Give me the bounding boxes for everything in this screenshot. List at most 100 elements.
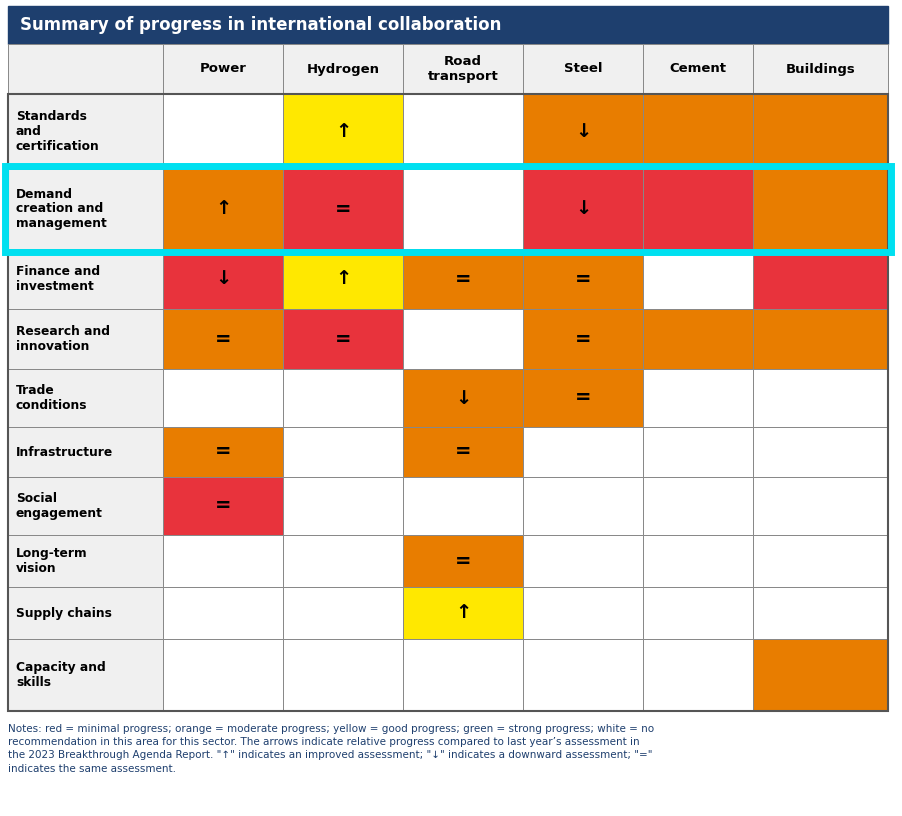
Bar xyxy=(283,169,403,249)
Bar xyxy=(163,427,283,477)
Bar xyxy=(643,249,753,309)
Bar xyxy=(523,477,643,535)
Text: =: = xyxy=(455,269,471,289)
Bar xyxy=(643,94,753,169)
Bar xyxy=(753,639,888,711)
Bar xyxy=(283,309,403,369)
Text: Summary of progress in international collaboration: Summary of progress in international col… xyxy=(20,16,502,34)
Bar xyxy=(8,587,163,639)
Text: Capacity and
skills: Capacity and skills xyxy=(16,661,106,689)
Text: =: = xyxy=(335,330,351,348)
Bar xyxy=(8,427,163,477)
Bar xyxy=(163,639,283,711)
Bar xyxy=(523,249,643,309)
Bar xyxy=(753,427,888,477)
Bar xyxy=(8,477,163,535)
Bar xyxy=(283,369,403,427)
Text: ↑: ↑ xyxy=(335,269,351,289)
Bar xyxy=(403,309,523,369)
Bar xyxy=(8,309,163,369)
Bar xyxy=(753,535,888,587)
Bar xyxy=(5,166,891,252)
Text: Steel: Steel xyxy=(564,63,603,76)
Bar xyxy=(8,249,163,309)
Bar xyxy=(753,44,888,94)
Bar xyxy=(403,369,523,427)
Bar xyxy=(163,587,283,639)
Bar xyxy=(753,369,888,427)
Text: =: = xyxy=(215,496,231,516)
Bar xyxy=(403,477,523,535)
Text: Power: Power xyxy=(199,63,246,76)
Text: =: = xyxy=(335,199,351,219)
Text: Finance and
investment: Finance and investment xyxy=(16,265,100,293)
Text: ↓: ↓ xyxy=(575,199,591,219)
Bar xyxy=(523,309,643,369)
Bar xyxy=(163,94,283,169)
Bar xyxy=(8,535,163,587)
Bar xyxy=(753,94,888,169)
Bar xyxy=(403,44,523,94)
Bar xyxy=(643,44,753,94)
Bar xyxy=(643,169,753,249)
Bar xyxy=(403,169,523,249)
Bar xyxy=(163,369,283,427)
Bar xyxy=(8,369,163,427)
Bar xyxy=(753,587,888,639)
Text: ↓: ↓ xyxy=(455,388,471,407)
Text: ↓: ↓ xyxy=(575,122,591,141)
Text: Supply chains: Supply chains xyxy=(16,606,112,619)
Bar xyxy=(643,535,753,587)
Bar xyxy=(283,44,403,94)
Bar xyxy=(403,535,523,587)
Bar xyxy=(643,587,753,639)
Bar xyxy=(643,369,753,427)
Bar xyxy=(163,477,283,535)
Bar xyxy=(753,309,888,369)
Bar xyxy=(283,587,403,639)
Text: Research and
innovation: Research and innovation xyxy=(16,325,110,353)
Text: Hydrogen: Hydrogen xyxy=(307,63,380,76)
Bar xyxy=(643,309,753,369)
Bar xyxy=(523,427,643,477)
Bar xyxy=(753,249,888,309)
Bar xyxy=(8,169,163,249)
Bar xyxy=(163,535,283,587)
Text: ↑: ↑ xyxy=(455,604,471,623)
Bar xyxy=(163,169,283,249)
Text: Cement: Cement xyxy=(669,63,726,76)
Text: ↓: ↓ xyxy=(215,269,231,289)
Text: Trade
conditions: Trade conditions xyxy=(16,384,87,412)
Bar xyxy=(8,44,163,94)
Text: =: = xyxy=(575,330,591,348)
Bar xyxy=(523,587,643,639)
Bar xyxy=(283,427,403,477)
Text: =: = xyxy=(575,269,591,289)
Bar xyxy=(753,477,888,535)
Text: =: = xyxy=(215,330,231,348)
Text: Buildings: Buildings xyxy=(786,63,855,76)
Bar xyxy=(403,427,523,477)
Bar xyxy=(643,477,753,535)
Bar xyxy=(643,639,753,711)
Bar xyxy=(403,587,523,639)
Bar xyxy=(8,94,163,169)
Text: Long-term
vision: Long-term vision xyxy=(16,547,87,575)
Bar xyxy=(283,94,403,169)
Bar xyxy=(283,535,403,587)
Text: Social
engagement: Social engagement xyxy=(16,492,103,520)
Text: Infrastructure: Infrastructure xyxy=(16,446,114,459)
Text: Demand
creation and
management: Demand creation and management xyxy=(16,188,106,230)
Bar xyxy=(523,169,643,249)
Text: Road
transport: Road transport xyxy=(428,55,499,83)
Text: Notes: red = minimal progress; orange = moderate progress; yellow = good progres: Notes: red = minimal progress; orange = … xyxy=(8,724,654,774)
Bar xyxy=(283,477,403,535)
Bar xyxy=(523,639,643,711)
Bar xyxy=(8,639,163,711)
Bar xyxy=(403,639,523,711)
Bar xyxy=(403,94,523,169)
Bar xyxy=(163,309,283,369)
Bar xyxy=(283,249,403,309)
Text: =: = xyxy=(215,442,231,462)
Bar xyxy=(163,249,283,309)
